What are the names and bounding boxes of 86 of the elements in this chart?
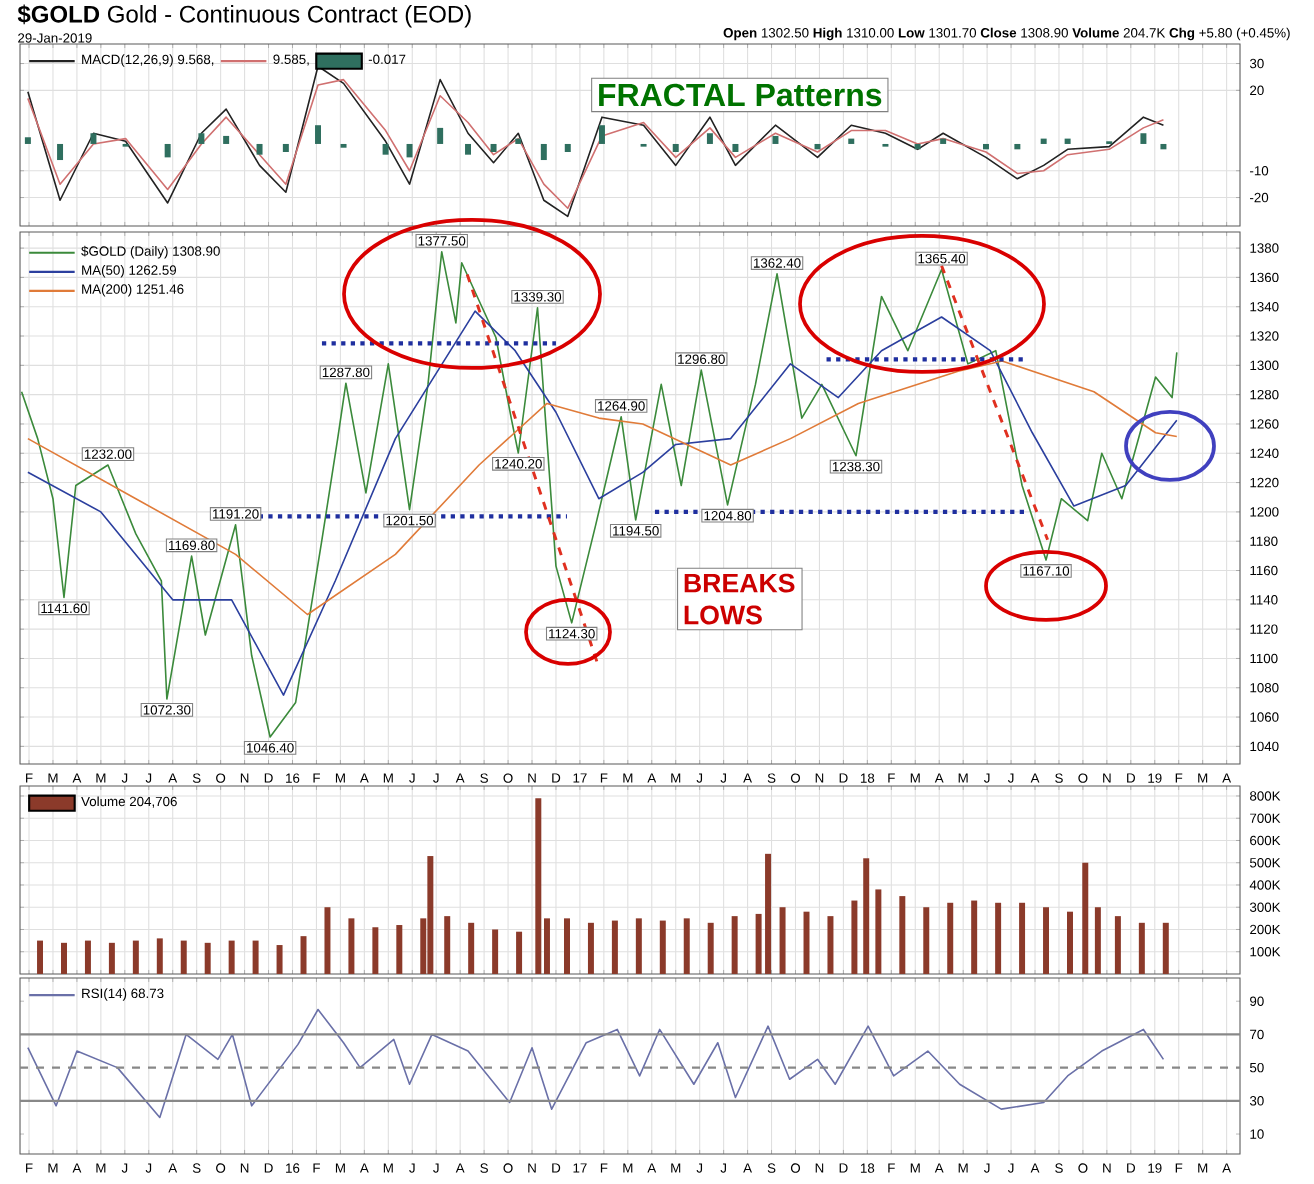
bar [732, 143, 739, 152]
bar [348, 918, 355, 974]
bar [1138, 922, 1145, 974]
bar [971, 900, 978, 974]
bar [923, 907, 930, 974]
bar [875, 889, 882, 974]
bar [465, 143, 472, 155]
bar [37, 940, 44, 974]
bar [706, 133, 713, 144]
bar [180, 940, 187, 974]
bar [914, 143, 921, 150]
bar [84, 940, 91, 974]
bar [108, 942, 115, 974]
bar [587, 922, 594, 974]
bar [256, 143, 263, 155]
bar [1082, 862, 1089, 974]
bar [300, 936, 307, 974]
bar [848, 138, 855, 144]
line-series [27, 1008, 1165, 1119]
bar [324, 907, 331, 974]
bar [228, 940, 235, 974]
bar [1160, 143, 1167, 150]
bar [672, 143, 679, 152]
bar [535, 798, 542, 974]
bar [540, 143, 547, 161]
bar [382, 143, 389, 155]
bar [276, 945, 283, 974]
bar [827, 916, 834, 974]
bar [60, 942, 67, 974]
bar [427, 856, 434, 974]
bar [982, 143, 989, 150]
bar [282, 143, 289, 152]
bar [204, 942, 211, 974]
line-series [20, 250, 1178, 738]
bar [1064, 138, 1071, 144]
bar [515, 138, 522, 144]
bar [1019, 902, 1026, 974]
bar [940, 138, 947, 144]
chart-title: $GOLD Gold - Continuous Contract (EOD) [17, 4, 471, 28]
bar [372, 927, 379, 974]
bar [779, 907, 786, 974]
bar [132, 940, 139, 974]
bar [1114, 916, 1121, 974]
bar [1014, 143, 1021, 150]
bar [444, 916, 451, 974]
bar [24, 137, 31, 144]
annotation: FRACTAL Patterns [599, 83, 882, 107]
bar [492, 929, 499, 974]
bar [563, 918, 570, 974]
bar [1066, 911, 1073, 974]
bar [659, 920, 666, 974]
bar [598, 125, 605, 144]
bar [468, 922, 475, 974]
bar [611, 920, 618, 974]
bar [406, 143, 413, 158]
bar [57, 143, 64, 161]
bar [814, 143, 821, 150]
bar [731, 916, 738, 974]
bar [947, 902, 954, 974]
bar [437, 127, 444, 144]
bar [995, 902, 1002, 974]
bar [90, 133, 97, 144]
bar [683, 918, 690, 974]
bar [1094, 907, 1101, 974]
bar [1040, 138, 1047, 144]
bar [1140, 133, 1147, 144]
bar [516, 931, 523, 974]
bar [490, 143, 497, 152]
bar [396, 925, 403, 974]
bar [707, 922, 714, 974]
bar [863, 858, 870, 974]
bar [164, 143, 171, 158]
bar [1162, 922, 1169, 974]
bar [1043, 907, 1050, 974]
bar [156, 938, 163, 974]
annotation: BREAKS LOWS [684, 573, 795, 625]
bar [315, 125, 322, 144]
bar [899, 896, 906, 974]
line-series [27, 310, 1178, 696]
bar [851, 900, 858, 974]
bar [772, 135, 779, 144]
bar [635, 918, 642, 974]
bar [564, 143, 571, 152]
bar [252, 940, 259, 974]
bar [223, 135, 230, 144]
bar [198, 133, 205, 144]
